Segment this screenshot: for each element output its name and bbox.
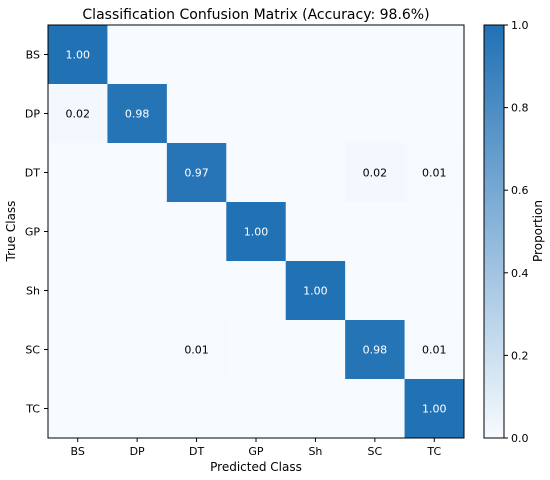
colorbar-tick-label: 0.8 [511,102,529,115]
cell-value-label: 0.02 [65,108,90,121]
heatmap-cell [345,261,406,321]
heatmap-cell [404,84,465,144]
y-tick-label: GP [25,226,41,239]
colorbar-label: Proportion [531,200,545,262]
heatmap-cell [107,202,168,262]
colorbar-tick-label: 1.0 [511,19,529,32]
cell-value-label: 0.02 [363,167,388,180]
y-tick-label: DP [25,108,40,121]
heatmap-cell [107,379,168,439]
colorbar-ticks: 0.0 0.2 0.4 0.6 0.8 1.0 [504,19,529,445]
heatmap-cell [226,320,287,380]
heatmap-cell [48,320,108,380]
heatmap-cell [226,84,287,144]
heatmap-cell [226,25,287,85]
x-axis-ticks: BS DP DT GP Sh SC TC [71,438,441,458]
heatmap-cell [404,202,465,262]
y-tick-label: BS [26,49,40,62]
y-tick-label: TC [25,403,40,416]
y-tick-label: DT [25,167,40,180]
heatmap-cell [166,25,227,85]
heatmap-cell [285,25,346,85]
y-tick-label: SC [25,344,40,357]
heatmap-cell [107,84,168,144]
x-tick-label: DT [189,445,204,458]
heatmap-cell [345,143,406,203]
heatmap-cell [48,379,108,439]
cell-value-label: 0.98 [125,108,150,121]
heatmap-cell [285,379,346,439]
x-tick-label: SC [368,445,383,458]
heatmap-cell [226,202,287,262]
heatmap-cell [404,320,465,380]
heatmap-cell [226,143,287,203]
heatmap-cell [285,143,346,203]
heatmap-cell [48,261,108,321]
heatmap-cells: 1.00 0.02 0.98 0.97 0.02 0.01 1.00 1.00 0.01 0.98… [48,25,465,439]
heatmap-cell [285,320,346,380]
heatmap-cell [345,202,406,262]
x-tick-label: GP [248,445,264,458]
heatmap-cell [345,84,406,144]
heatmap-cell [404,261,465,321]
heatmap-cell [166,143,227,203]
cell-value-label: 0.01 [184,344,209,357]
cell-value-label: 0.01 [422,344,447,357]
heatmap-cell [107,143,168,203]
cell-value-label: 0.98 [363,344,388,357]
heatmap-cell [285,84,346,144]
colorbar [483,24,505,439]
heatmap-cell [48,202,108,262]
heatmap-cell [285,202,346,262]
heatmap-cell [107,320,168,380]
colorbar-tick-label: 0.0 [511,432,529,445]
heatmap-cell [48,143,108,203]
cell-value-label: 1.00 [303,285,328,298]
y-axis-label: True Class [4,201,18,263]
x-tick-label: Sh [308,445,322,458]
heatmap-cell [404,25,465,85]
x-tick-label: TC [426,445,441,458]
heatmap-cell [345,379,406,439]
heatmap-cell [48,25,108,85]
y-axis-ticks: BS DP DT GP Sh SC TC [25,49,48,416]
cell-value-label: 1.00 [65,49,90,62]
cell-value-label: 0.97 [184,167,209,180]
heatmap-cell [285,261,346,321]
x-tick-label: DP [130,445,145,458]
heatmap-cell [226,379,287,439]
heatmap-cell [107,261,168,321]
chart-title: Classification Confusion Matrix (Accurac… [82,7,429,23]
heatmap-cell [404,143,465,203]
heatmap-cell [226,261,287,321]
heatmap-cell [166,202,227,262]
colorbar-tick-label: 0.2 [511,349,529,362]
colorbar-tick-label: 0.6 [511,184,529,197]
heatmap-cell [345,25,406,85]
cell-value-label: 0.01 [422,167,447,180]
heatmap-cell [345,320,406,380]
cell-value-label: 1.00 [422,403,447,416]
heatmap-cell [166,84,227,144]
y-tick-label: Sh [26,285,40,298]
colorbar-tick-label: 0.4 [511,267,529,280]
cell-value-label: 1.00 [244,226,269,239]
x-tick-label: BS [71,445,85,458]
heatmap-cell [166,320,227,380]
heatmap-cell [107,25,168,85]
heatmap-cell [166,379,227,439]
heatmap-cell [404,379,465,439]
heatmap-cell [166,261,227,321]
x-axis-label: Predicted Class [210,460,302,474]
heatmap-cell [48,84,108,144]
